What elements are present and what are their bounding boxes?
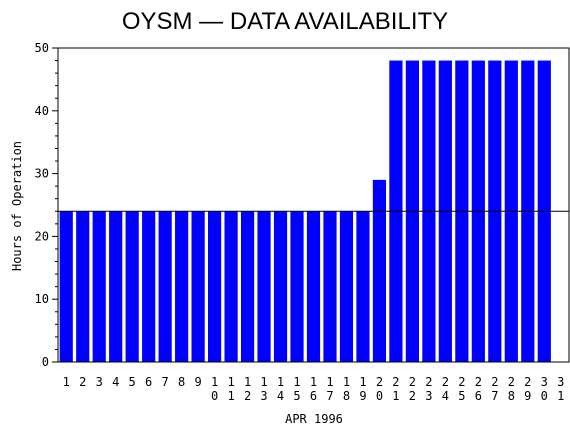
x-tick-label: 8 (178, 375, 185, 389)
x-tick-label: 1 (63, 375, 70, 389)
bar (339, 211, 354, 362)
bar (356, 211, 370, 362)
y-tick-label: 50 (35, 41, 49, 55)
bar (109, 211, 123, 362)
bar (257, 211, 271, 362)
y-tick-label: 10 (35, 292, 49, 306)
bar (306, 211, 321, 362)
x-tick-label: 5 (129, 375, 136, 389)
bar (323, 211, 337, 362)
y-tick-label: 20 (35, 229, 49, 243)
bar (290, 211, 304, 362)
x-tick-label: 4 (112, 375, 119, 389)
bar (372, 179, 387, 362)
bar (175, 211, 189, 362)
bar (92, 211, 106, 362)
y-axis-label: Hours of Operation (10, 141, 24, 271)
bar (273, 211, 288, 362)
x-tick-label: 2 (79, 375, 86, 389)
x-tick-label: 7 (162, 375, 169, 389)
bar (191, 211, 205, 362)
y-tick-label: 0 (42, 355, 49, 369)
bar (240, 211, 255, 362)
bar (125, 211, 139, 362)
y-tick-label: 30 (35, 167, 49, 181)
bar (208, 211, 222, 362)
x-tick-label: 6 (145, 375, 152, 389)
x-tick-label: 9 (194, 375, 201, 389)
bar (158, 211, 172, 362)
x-tick-label: 3 (96, 375, 103, 389)
y-tick-label: 40 (35, 104, 49, 118)
bar (59, 211, 73, 362)
plot-frame (57, 47, 570, 363)
bar (76, 211, 90, 362)
bar (224, 211, 238, 362)
x-axis-label: APR 1996 (285, 412, 343, 426)
chart-title: OYSM — DATA AVAILABILITY (122, 8, 448, 35)
bar (142, 211, 156, 362)
